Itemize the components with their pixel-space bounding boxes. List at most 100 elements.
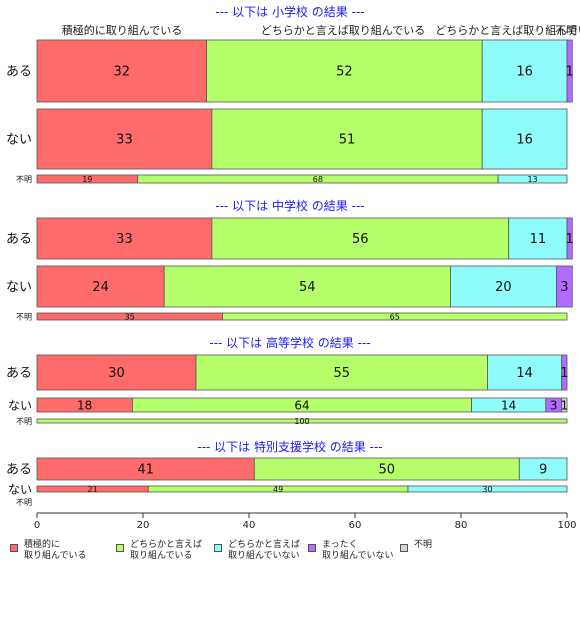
bar-segment-1-2-1	[36, 108, 213, 170]
bar-label-4-1-1: 41	[137, 463, 154, 478]
bar-label-1-1-2: 52	[336, 65, 353, 80]
bar-label-2-2-1: 24	[92, 280, 109, 295]
legend-label-5: 不明	[414, 540, 433, 550]
row-label-2-3: 不明	[16, 312, 32, 321]
legend-swatch-3	[214, 544, 222, 552]
x-tick-label-4: 60	[349, 520, 362, 531]
bar-label-1-1-3: 16	[516, 65, 533, 80]
legend-item-1: 積極的に 取り組んでいる	[10, 540, 87, 584]
legend-swatch-1	[10, 544, 18, 552]
column-header-4: 不明	[555, 24, 577, 37]
bar-label-4-2-3: 30	[482, 485, 492, 494]
row-label-1-3: 不明	[16, 175, 32, 184]
bar-label-4-2-1: 21	[88, 485, 98, 494]
bar-label-4-2-2: 49	[273, 485, 283, 494]
bar-segment-1-2-3	[481, 108, 568, 170]
panel-title-2: --- 以下は 中学校 の結果 ---	[215, 198, 364, 213]
legend-label-1: 積極的に 取り組んでいる	[24, 540, 87, 561]
bar-label-3-1-3: 14	[516, 366, 533, 381]
bar-segment-1-1-3	[481, 39, 568, 103]
bar-segment-2-3-2	[222, 312, 568, 321]
bar-label-2-3-1: 35	[125, 312, 135, 321]
row-label-4-2: ない	[8, 482, 32, 496]
bar-label-1-2-1: 33	[116, 133, 133, 148]
row-label-4-3: 不明	[16, 498, 32, 507]
bar-label-1-1-1: 32	[114, 65, 131, 80]
bar-label-2-2-2: 54	[299, 280, 316, 295]
bar-segment-2-2-1	[36, 265, 165, 308]
column-header-2: どちらかと言えば取り組んでいる	[261, 24, 425, 37]
bar-label-4-1-2: 50	[379, 463, 396, 478]
bar-label-2-1-1: 33	[116, 232, 133, 247]
bar-segment-1-1-4	[566, 39, 573, 103]
bar-segment-4-2-3	[407, 485, 568, 493]
bar-segment-4-1-3	[518, 457, 568, 481]
bar-segment-2-1-1	[36, 217, 213, 260]
bar-label-1-3-3: 13	[527, 175, 537, 184]
legend-swatch-5	[400, 544, 408, 552]
legend-label-3: どちらかと言えば 取り組んでいない	[228, 540, 301, 561]
bar-label-3-3-2: 100	[294, 417, 309, 426]
bar-segment-3-1-4	[561, 354, 568, 391]
bar-label-1-3-1: 19	[82, 175, 92, 184]
legend-swatch-2	[116, 544, 124, 552]
bar-segment-2-2-4	[556, 265, 573, 308]
row-label-2-2: ない	[6, 280, 32, 295]
bar-segment-1-1-2	[206, 39, 483, 103]
x-tick-label-3: 40	[243, 520, 256, 531]
bar-label-3-1-4: 1	[560, 366, 568, 381]
bar-segment-2-2-2	[163, 265, 451, 308]
bar-label-3-2-5: 1	[561, 398, 569, 412]
bar-label-1-2-3: 16	[516, 133, 533, 148]
legend: 積極的に 取り組んでいる どちらかと言えば 取り組んでいる どちらかと言えば 取…	[10, 540, 570, 570]
bar-segment-2-1-3	[508, 217, 568, 260]
legend-label-4: まったく 取り組んでいない	[322, 540, 394, 561]
panel-title-3: --- 以下は 高等学校 の結果 ---	[209, 335, 370, 350]
bar-label-2-1-3: 11	[530, 232, 547, 247]
row-label-1-1: ある	[6, 65, 32, 80]
legend-item-4: まったく 取り組んでいない	[308, 540, 394, 584]
row-label-3-2: ない	[8, 398, 32, 412]
bar-label-3-1-2: 55	[333, 366, 350, 381]
x-tick-label-1: 0	[34, 520, 40, 531]
bar-label-2-2-4: 3	[560, 280, 568, 295]
panel-title-1: --- 以下は 小学校 の結果 ---	[215, 4, 364, 19]
bar-label-2-3-2: 65	[390, 312, 400, 321]
panel-title-4: --- 以下は 特別支援学校 の結果 ---	[197, 439, 382, 454]
legend-item-3: どちらかと言えば 取り組んでいない	[214, 540, 300, 584]
bar-label-3-2-2: 64	[294, 398, 309, 412]
bar-label-2-1-4: 1	[566, 232, 574, 247]
bar-segment-2-2-3	[449, 265, 557, 308]
bar-label-3-2-3: 14	[501, 398, 516, 412]
legend-label-2: どちらかと言えば 取り組んでいる	[130, 540, 203, 561]
x-tick-label-2: 20	[137, 520, 150, 531]
bar-label-1-3-2: 68	[313, 175, 323, 184]
bar-label-2-2-3: 20	[495, 280, 512, 295]
column-header-1: 積極的に取り組んでいる	[62, 23, 182, 37]
bar-label-1-2-2: 51	[339, 133, 356, 148]
row-label-3-3: 不明	[16, 417, 32, 426]
row-label-1-2: ない	[6, 133, 32, 148]
bar-label-3-1-1: 30	[108, 366, 125, 381]
bar-segment-1-2-2	[211, 108, 483, 170]
bar-label-4-1-3: 9	[539, 463, 547, 478]
bar-label-3-2-1: 18	[77, 398, 92, 412]
row-label-4-1: ある	[6, 463, 32, 478]
x-tick-label-5: 80	[455, 520, 468, 531]
bar-segment-3-3-2	[36, 418, 568, 424]
bar-segment-3-2-5	[561, 397, 568, 413]
legend-item-5: 不明	[400, 540, 432, 584]
row-label-2-1: ある	[6, 232, 32, 247]
legend-item-2: どちらかと言えば 取り組んでいる	[116, 540, 202, 584]
bar-segment-2-1-4	[566, 217, 573, 260]
row-label-3-1: ある	[6, 366, 32, 381]
bar-segment-2-1-2	[211, 217, 510, 260]
bar-segment-3-1-3	[487, 354, 563, 391]
bar-label-1-1-4: 1	[566, 65, 574, 80]
legend-swatch-4	[308, 544, 316, 552]
bar-segment-1-3-3	[497, 174, 568, 184]
x-tick-label-6: 100	[557, 520, 576, 531]
bar-label-2-1-2: 56	[352, 232, 369, 247]
